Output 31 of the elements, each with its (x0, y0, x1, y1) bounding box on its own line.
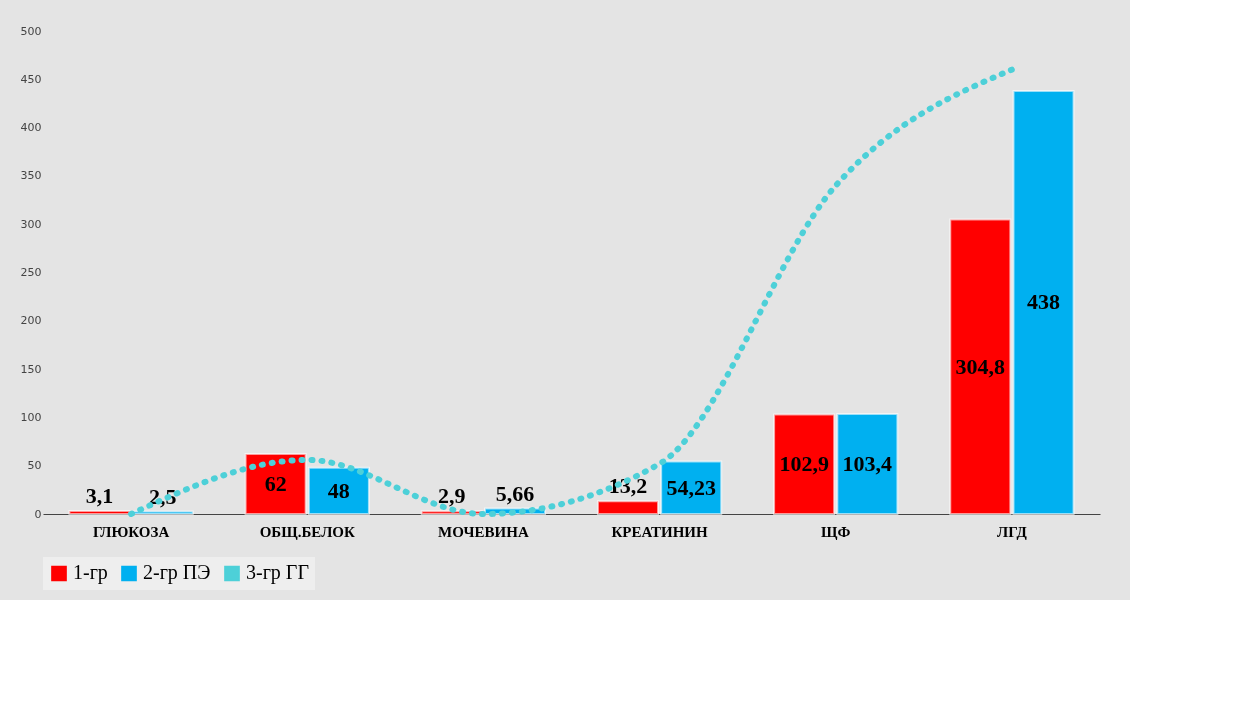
y-tick-label: 100 (20, 410, 42, 424)
data-label: 48 (327, 477, 350, 503)
y-tick-label: 500 (20, 24, 42, 38)
y-tick-label: 200 (20, 314, 42, 328)
data-label: 438 (1027, 289, 1061, 315)
y-tick-label: 400 (20, 121, 42, 135)
legend-label: 2-гр ПЭ (143, 561, 211, 585)
data-label: 304,8 (955, 353, 1006, 379)
data-label: 62 (264, 471, 287, 497)
y-tick-label: 250 (20, 266, 42, 279)
x-tick-label: КРЕАТИНИН (611, 523, 709, 540)
x-tick-label: ОБЩ.БЕЛОК (259, 523, 355, 540)
y-tick-label: 300 (20, 217, 42, 231)
data-label: 103,4 (842, 451, 893, 477)
data-label: 3,1 (85, 483, 114, 509)
data-label: 54,23 (666, 474, 716, 500)
legend-label: 3-гр ГГ (246, 561, 309, 585)
y-tick-label: 0 (34, 507, 42, 521)
x-tick-label: МОЧЕВИНА (438, 523, 529, 540)
y-tick-label: 50 (27, 459, 42, 473)
data-label: 5,66 (495, 480, 535, 506)
x-tick-label: ЩФ (821, 523, 851, 540)
y-tick-label: 450 (20, 72, 42, 86)
y-tick-label: 150 (20, 362, 42, 376)
data-label: 2,9 (438, 483, 466, 509)
x-tick-label: ЛГД (997, 523, 1028, 540)
legend-label: 1-гр (73, 561, 108, 585)
x-tick-label: ГЛЮКОЗА (92, 523, 170, 540)
data-label: 102,9 (779, 451, 829, 477)
bar (68, 510, 131, 515)
y-tick-label: 350 (20, 169, 42, 183)
